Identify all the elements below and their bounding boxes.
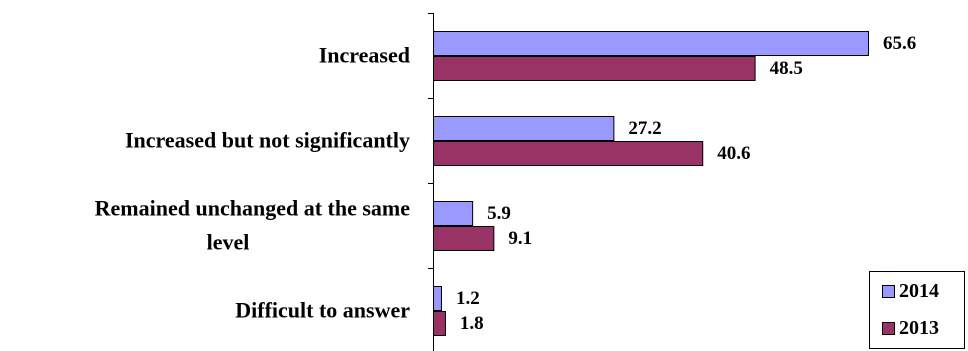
category-label-0: Increased [319,43,410,68]
value-label-2014-3: 1.2 [456,288,480,309]
value-label-2014-2: 5.9 [487,203,511,224]
bar-2014-1 [433,116,615,141]
legend-swatch-2014 [882,285,895,298]
value-label-2014-1: 27.2 [628,118,661,139]
bar-2013-2 [433,226,495,251]
category-label-2-line-0: Remained unchanged at the same [95,196,411,221]
value-label-2014-0: 65.6 [883,33,916,54]
category-label-3: Difficult to answer [235,298,410,323]
labels-layer: Increased 65.6 48.5 Increased but not signi… [95,33,917,334]
legend: 2014 2013 [869,271,965,349]
bar-2014-2 [433,201,474,226]
axis-layer [428,13,434,351]
bar-2013-3 [433,311,446,336]
bar-2014-0 [433,31,869,56]
bar-2013-1 [433,141,704,166]
value-label-2013-1: 40.6 [717,143,750,164]
bar-2013-0 [433,56,756,81]
legend-item-2013: 2013 [882,317,939,340]
legend-label-2013: 2013 [899,317,939,339]
legend-item-2014: 2014 [882,280,939,303]
category-label-2-line-1: level [207,230,250,255]
value-label-2013-3: 1.8 [460,313,484,334]
category-label-1: Increased but not significantly [125,128,410,153]
legend-label-2014: 2014 [899,280,939,302]
value-label-2013-2: 9.1 [508,228,532,249]
value-label-2013-0: 48.5 [770,58,803,79]
bars-layer [433,31,869,336]
legend-swatch-2013 [882,322,895,335]
bar-2014-3 [433,286,442,311]
